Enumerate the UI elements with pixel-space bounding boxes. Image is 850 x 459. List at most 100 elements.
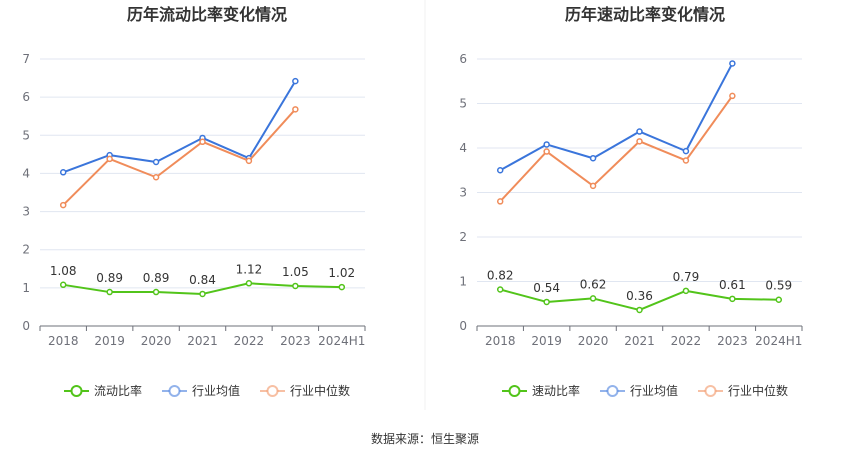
series-line (499, 62, 734, 172)
chart-title: 历年流动比率变化情况 (127, 5, 287, 24)
legend-label: 行业均值 (192, 383, 240, 398)
y-tick-label: 6 (459, 52, 467, 66)
legend-item[interactable]: 行业均值 (162, 383, 240, 398)
data-label: 0.61 (719, 278, 746, 292)
data-source-footer: 数据来源：恒生聚源 (371, 431, 479, 446)
data-point (496, 167, 504, 174)
data-point (775, 296, 783, 303)
data-point (59, 169, 67, 176)
legend-item[interactable]: 速动比率 (502, 383, 580, 398)
data-point (729, 295, 736, 303)
x-tick-label: 2020 (141, 334, 172, 348)
series-line (499, 95, 734, 203)
data-point (543, 141, 550, 148)
y-tick-label: 0 (22, 319, 30, 333)
legend-item[interactable]: 行业均值 (600, 383, 678, 398)
x-tick-label: 2022 (234, 334, 265, 348)
y-tick-label: 3 (459, 186, 467, 200)
legend-label: 流动比率 (94, 383, 142, 398)
y-tick-label: 3 (22, 205, 30, 219)
y-tick-label: 6 (22, 90, 30, 104)
y-tick-label: 5 (22, 128, 30, 142)
legend-label: 行业中位数 (728, 383, 788, 398)
data-label: 0.89 (96, 271, 123, 285)
data-label: 0.79 (673, 270, 700, 284)
y-tick-label: 4 (459, 141, 467, 155)
y-tick-label: 5 (459, 97, 467, 111)
x-tick-label: 2018 (485, 334, 516, 348)
current-ratio-panel: 历年流动比率变化情况 0 1 2 3 4 5 6 7 2018 2019 2020 2021 2022 2… (22, 5, 366, 398)
y-tick-label: 7 (22, 52, 30, 66)
legend-label: 速动比率 (532, 383, 580, 398)
x-tick-label: 2021 (624, 334, 655, 348)
y-tick-label: 4 (22, 166, 30, 180)
legend-label: 行业均值 (630, 383, 678, 398)
data-point (543, 298, 550, 306)
x-tick-label: 2023 (280, 334, 311, 348)
legend-marker (508, 385, 521, 397)
data-label: 0.84 (189, 273, 216, 287)
series-line (62, 80, 297, 174)
x-tick-label: 2024H1 (318, 334, 365, 348)
x-tick-label: 2023 (717, 334, 748, 348)
data-point (292, 106, 299, 113)
y-tick-label: 1 (22, 281, 30, 295)
x-tick-label: 2021 (187, 334, 218, 348)
data-label: 0.62 (580, 277, 607, 291)
data-point (106, 155, 113, 163)
legend-item[interactable]: 行业中位数 (260, 383, 350, 398)
legend-marker (606, 385, 619, 397)
data-point (152, 158, 160, 166)
data-point (682, 157, 690, 164)
data-point (682, 147, 690, 155)
data-point (245, 157, 253, 165)
legend-marker (266, 385, 279, 397)
data-label: 1.12 (236, 262, 263, 276)
data-point (292, 282, 299, 290)
y-tick-label: 2 (459, 230, 467, 244)
data-point (589, 154, 597, 162)
data-point (589, 182, 597, 190)
data-point (106, 288, 113, 296)
data-label: 1.08 (50, 264, 77, 278)
data-point (729, 92, 736, 100)
data-point (543, 148, 550, 155)
x-tick-label: 2024H1 (755, 334, 802, 348)
data-label: 1.05 (282, 265, 309, 279)
quick-ratio-panel: 历年速动比率变化情况 0 1 2 3 4 5 6 2018 2019 2020 2021 2022 20… (459, 5, 803, 398)
data-point (59, 281, 67, 289)
data-point (59, 201, 67, 209)
legend-item[interactable]: 流动比率 (64, 383, 142, 398)
data-label: 0.36 (626, 289, 653, 303)
data-point (152, 288, 160, 296)
data-point (636, 128, 643, 135)
data-point (729, 60, 736, 67)
x-tick-label: 2022 (671, 334, 702, 348)
data-point (589, 295, 597, 302)
data-point (682, 287, 690, 295)
x-tick-label: 2019 (531, 334, 562, 348)
data-label: 0.59 (765, 279, 792, 293)
y-tick-label: 0 (459, 319, 467, 333)
data-label: 0.82 (487, 269, 514, 283)
legend-marker (70, 385, 83, 397)
data-point (199, 138, 206, 146)
data-label: 1.02 (328, 266, 355, 280)
y-tick-label: 2 (22, 243, 30, 257)
data-point (496, 286, 504, 293)
data-point (338, 283, 346, 291)
data-label: 0.89 (143, 271, 170, 285)
data-point (292, 77, 299, 85)
legend-label: 行业中位数 (290, 383, 350, 398)
data-label: 0.54 (533, 281, 560, 295)
data-point (636, 306, 643, 314)
legend-marker (704, 385, 717, 397)
legend-item[interactable]: 行业中位数 (698, 383, 788, 398)
x-tick-label: 2018 (48, 334, 79, 348)
x-tick-label: 2019 (94, 334, 125, 348)
data-point (496, 198, 504, 205)
chart-title: 历年速动比率变化情况 (565, 5, 725, 24)
data-point (199, 290, 206, 298)
y-tick-label: 1 (459, 275, 467, 289)
